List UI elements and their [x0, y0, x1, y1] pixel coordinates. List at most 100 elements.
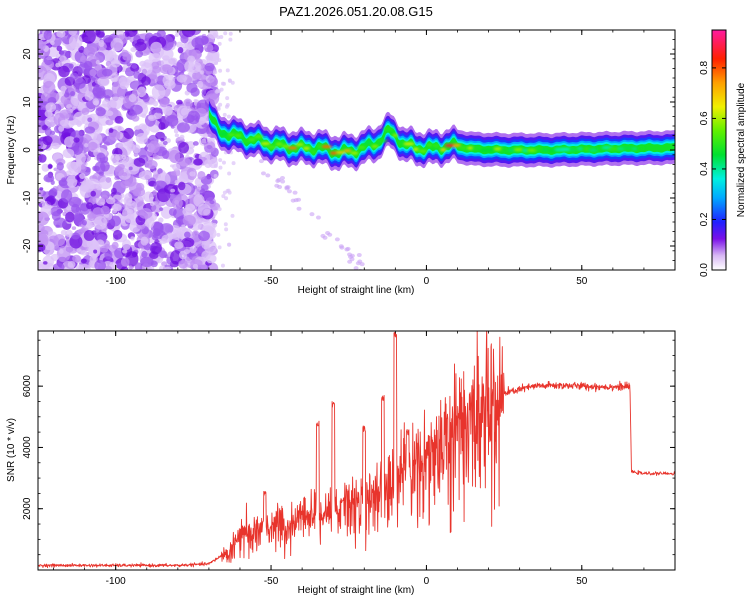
noise-speckle — [204, 62, 215, 72]
noise-speckle — [197, 203, 211, 216]
noise-speckle — [221, 160, 226, 165]
ridge-hotspot — [486, 148, 496, 152]
noise-speckle — [73, 137, 80, 143]
noise-speckle — [309, 212, 315, 217]
noise-speckle — [129, 104, 143, 115]
snr-y-ticks: 2000 4000 6000 — [22, 339, 675, 556]
noise-speckle — [70, 72, 79, 80]
noise-speckle — [185, 203, 195, 212]
noise-speckle — [178, 181, 186, 191]
noise-speckle — [90, 190, 97, 197]
noise-speckle — [284, 186, 290, 191]
noise-speckle — [124, 192, 133, 203]
noise-speckle — [101, 194, 108, 200]
noise-speckle — [88, 141, 98, 151]
noise-speckle — [219, 87, 224, 92]
noise-speckle — [149, 201, 155, 207]
ridge-hotspot — [234, 133, 243, 138]
noise-speckle — [110, 100, 118, 109]
colorbar-tick-label: 0.6 — [699, 111, 710, 125]
noise-speckle — [76, 248, 82, 252]
noise-speckle — [197, 170, 206, 180]
noise-speckle — [108, 128, 114, 133]
noise-speckle — [155, 108, 163, 114]
noise-speckle — [217, 41, 222, 46]
noise-speckle — [83, 46, 98, 57]
noise-speckle — [66, 174, 78, 188]
noise-speckle — [121, 266, 129, 270]
noise-speckle — [162, 55, 170, 61]
ridge-hotspot — [513, 148, 524, 152]
noise-speckle — [189, 171, 196, 177]
noise-speckle — [218, 158, 223, 163]
noise-speckle — [218, 165, 223, 170]
ridge-hotspot — [241, 139, 249, 143]
noise-speckle — [265, 173, 271, 178]
ridge-hotspot — [227, 133, 235, 137]
noise-speckle — [131, 115, 140, 122]
noise-speckle — [112, 229, 123, 240]
ridge-hotspot — [392, 133, 399, 137]
noise-speckle — [130, 46, 137, 53]
noise-speckle — [71, 140, 84, 155]
noise-speckle — [217, 207, 222, 212]
noise-speckle — [99, 245, 109, 253]
noise-speckle — [52, 262, 65, 270]
noise-speckle — [286, 189, 292, 194]
noise-speckle — [178, 141, 189, 154]
noise-speckle — [89, 69, 97, 77]
ridge-hotspot — [288, 146, 298, 150]
noise-speckle — [78, 45, 85, 53]
noise-speckle — [213, 157, 218, 162]
spectrogram-y-label: Frequency (Hz) — [6, 116, 17, 185]
noise-speckle — [138, 170, 152, 181]
noise-speckle — [138, 208, 153, 219]
noise-speckle — [133, 70, 141, 79]
noise-speckle — [280, 179, 286, 184]
noise-speckle — [178, 172, 189, 183]
ridge-hotspot — [321, 144, 333, 149]
noise-speckle — [46, 195, 56, 206]
noise-speckle — [198, 117, 206, 125]
noise-speckle — [216, 105, 221, 110]
noise-speckle — [105, 110, 114, 117]
noise-speckle — [111, 187, 117, 195]
colorbar-tick-label: 0.2 — [699, 212, 710, 226]
noise-speckle — [174, 179, 179, 185]
noise-speckle — [95, 197, 106, 206]
x-tick-label: 0 — [424, 276, 430, 287]
noise-speckle — [105, 119, 114, 126]
noise-speckle — [38, 188, 44, 197]
noise-speckle — [227, 242, 232, 247]
noise-speckle — [140, 256, 154, 268]
ridge-hotspot — [526, 148, 538, 152]
ridge-hotspot — [472, 146, 483, 151]
noise-speckle — [213, 70, 218, 75]
noise-speckle — [65, 211, 75, 223]
noise-speckle — [98, 39, 105, 48]
noise-speckle — [38, 65, 44, 74]
ridge-hotspot — [467, 146, 474, 150]
noise-speckle — [296, 206, 302, 211]
noise-speckle — [174, 33, 179, 37]
ridge-hotspot — [637, 146, 646, 150]
noise-speckle — [162, 74, 175, 87]
noise-speckle — [155, 231, 161, 237]
noise-speckle — [173, 128, 179, 134]
x-tick-label: -50 — [264, 276, 279, 287]
ridge-hotspot — [309, 150, 318, 154]
noise-speckle — [159, 97, 170, 108]
noise-speckle — [68, 34, 83, 50]
noise-speckle — [109, 130, 121, 141]
noise-speckle — [293, 198, 299, 203]
noise-speckle — [157, 168, 163, 175]
noise-speckle — [152, 190, 157, 196]
y-tick-label: -10 — [22, 190, 33, 205]
noise-speckle — [64, 92, 70, 98]
noise-speckle — [201, 138, 207, 144]
noise-speckle — [213, 164, 218, 169]
noise-speckle — [179, 134, 185, 140]
ridge-hotspot — [275, 142, 283, 146]
noise-speckle — [179, 250, 187, 260]
noise-speckle — [275, 179, 281, 184]
